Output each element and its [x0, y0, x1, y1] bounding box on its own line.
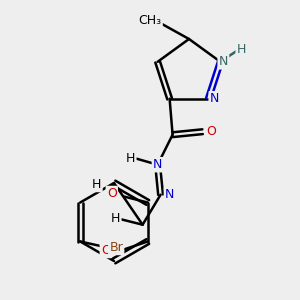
Text: H: H [92, 178, 101, 191]
Text: N: N [153, 158, 162, 171]
Text: CH₃: CH₃ [138, 14, 162, 28]
Text: O: O [207, 125, 217, 138]
Text: N: N [219, 55, 228, 68]
Text: Br: Br [110, 241, 123, 254]
Text: O: O [107, 187, 117, 200]
Text: H: H [126, 152, 135, 165]
Text: N: N [210, 92, 219, 105]
Text: H: H [111, 212, 120, 225]
Text: H: H [237, 43, 246, 56]
Text: O: O [101, 244, 111, 257]
Text: N: N [165, 188, 174, 201]
